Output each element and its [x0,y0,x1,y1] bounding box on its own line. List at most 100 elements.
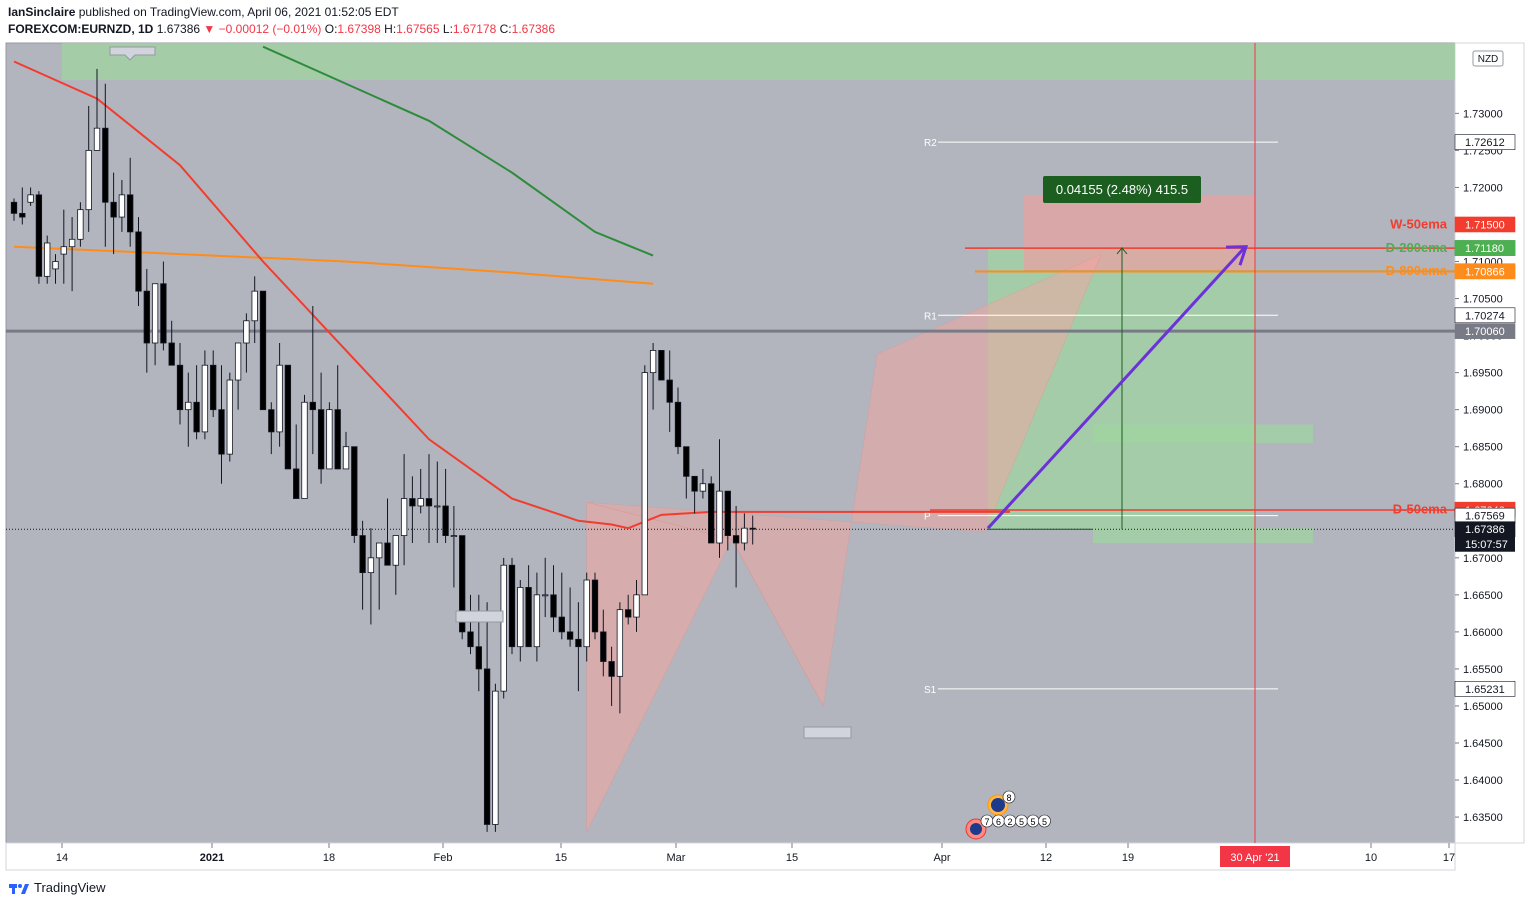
candle-body[interactable] [633,594,640,618]
low-flag-icon-2[interactable] [803,726,852,739]
candle-body[interactable] [409,498,416,507]
candle-body[interactable] [666,379,673,403]
price-axis[interactable] [1454,42,1525,844]
price-label-box[interactable] [1454,134,1516,150]
candle-body[interactable] [400,498,408,536]
candle-body[interactable] [27,194,34,203]
top-supply-zone[interactable] [62,43,1455,81]
candle-body[interactable] [234,342,242,381]
candle-body[interactable] [674,401,682,448]
candle-body[interactable] [359,535,366,574]
candle-body[interactable] [741,527,748,544]
symbol-name[interactable]: FOREXCOM:EURNZD, 1D [8,22,154,36]
candle-body[interactable] [176,364,184,411]
projection-arrow-line[interactable] [986,247,1246,530]
candle-body[interactable] [317,409,325,470]
low-flag-icon[interactable] [455,610,504,623]
candle-body[interactable] [425,498,433,507]
candle-body[interactable] [77,209,84,240]
candle-body[interactable] [699,483,707,492]
candle-body[interactable] [60,246,67,255]
candle-body[interactable] [284,364,292,470]
candle-body[interactable] [143,290,150,344]
ema800-daily-line[interactable] [13,245,654,285]
candle-body[interactable] [417,498,424,507]
harmonic-pattern-body[interactable] [586,253,1102,707]
candle-body[interactable] [517,587,524,648]
candle-body[interactable] [276,364,283,433]
candle-body[interactable] [558,616,565,633]
candle-body[interactable] [749,527,756,530]
candle-body[interactable] [533,594,541,648]
candle-body[interactable] [600,631,607,662]
candle-body[interactable] [110,201,117,218]
candle-body[interactable] [218,409,225,455]
event-count-badge[interactable] [1002,790,1016,804]
candle-body[interactable] [500,564,507,692]
price-label-box[interactable] [1454,323,1516,339]
candle-body[interactable] [127,194,134,233]
candle-body[interactable] [168,342,175,366]
candle-body[interactable] [683,446,690,477]
candle-body[interactable] [193,401,200,433]
candle-body[interactable] [475,646,482,670]
candle-body[interactable] [450,535,458,537]
candle-body[interactable] [52,261,59,270]
candle-body[interactable] [525,587,532,648]
candle-body[interactable] [575,638,582,648]
candle-body[interactable] [68,238,76,248]
candle-body[interactable] [708,483,715,544]
event-number-badge[interactable] [1038,814,1051,828]
ema200-daily-line[interactable] [262,45,654,257]
candle-body[interactable] [691,475,698,492]
price-label-box[interactable] [1454,263,1516,280]
candle-body[interactable] [550,594,557,618]
measure-label-box[interactable] [1043,176,1201,203]
candle-body[interactable] [724,490,731,536]
candle-body[interactable] [118,194,126,218]
candle-body[interactable] [608,661,615,677]
candle-body[interactable] [716,490,723,544]
price-label-box[interactable] [1454,307,1516,324]
candle-body[interactable] [10,201,18,214]
candle-body[interactable] [625,609,632,618]
candle-body[interactable] [201,364,209,433]
candle-body[interactable] [376,542,383,559]
candle-body[interactable] [301,401,308,499]
candle-body[interactable] [591,579,599,633]
currency-badge[interactable] [1472,50,1504,67]
candle-body[interactable] [384,542,391,566]
candle-body[interactable] [243,320,250,344]
candle-body[interactable] [85,150,92,211]
publisher-name[interactable]: IanSinclaire [8,5,76,19]
candle-body[interactable] [392,535,399,566]
candle-body[interactable] [185,401,192,411]
candle-body[interactable] [19,212,26,218]
measured-target-box[interactable] [1024,194,1256,272]
candle-body[interactable] [616,609,624,677]
candle-body[interactable] [135,231,142,292]
candle-body[interactable] [367,557,375,574]
candle-body[interactable] [483,668,491,825]
candle-body[interactable] [649,350,657,374]
candle-body[interactable] [268,409,275,433]
candle-body[interactable] [35,194,43,277]
candle-body[interactable] [226,379,233,455]
candle-body[interactable] [508,564,516,648]
ema50-daily-line[interactable] [13,60,1010,530]
candle-body[interactable] [583,579,590,648]
candle-body[interactable] [259,290,267,411]
candle-body[interactable] [459,535,466,633]
candle-body[interactable] [351,446,358,536]
brand-name[interactable]: TradingView [34,880,106,895]
tradingview-logo-icon[interactable] [8,881,30,895]
candle-body[interactable] [732,535,740,544]
candle-body[interactable] [151,283,159,344]
candle-body[interactable] [566,631,574,640]
candle-body[interactable] [334,409,341,470]
countdown-box[interactable] [1455,536,1515,552]
candle-body[interactable] [342,446,350,470]
candle-body[interactable] [542,594,549,597]
price-label-box[interactable] [1454,681,1516,697]
price-label-box[interactable] [1454,240,1516,256]
